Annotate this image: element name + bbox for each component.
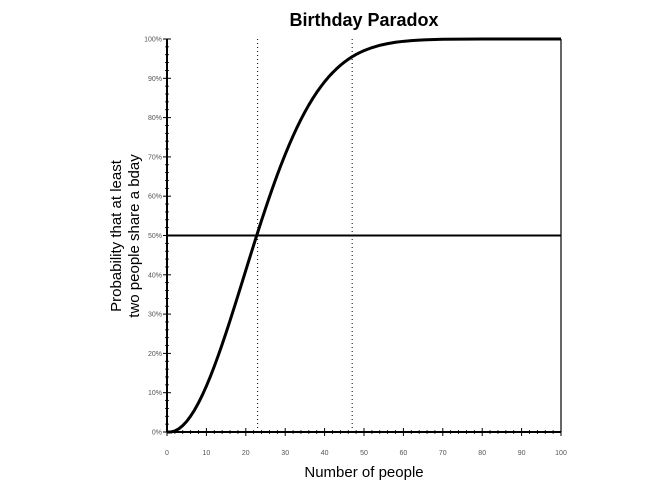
y-tick-label: 50% xyxy=(148,233,162,240)
x-tick-label: 40 xyxy=(321,450,329,457)
y-tick-label: 10% xyxy=(148,390,162,397)
x-tick-label: 10 xyxy=(203,450,211,457)
x-tick-label: 50 xyxy=(360,450,368,457)
y-tick-label: 0% xyxy=(152,430,162,437)
y-tick-label: 20% xyxy=(148,351,162,358)
y-tick-label: 60% xyxy=(148,194,162,201)
y-axis-label-line-2: two people share a bday xyxy=(126,154,143,318)
y-tick-label: 40% xyxy=(148,272,162,279)
y-tick-label: 30% xyxy=(148,312,162,319)
x-axis-ticks: 0 10 20 30 40 50 60 70 80 90 100 xyxy=(165,428,567,457)
y-axis-label-group: Probability that at least two people sha… xyxy=(108,154,143,318)
series-group xyxy=(167,37,561,434)
chart-title: Birthday Paradox xyxy=(289,10,438,30)
x-tick-label: 100 xyxy=(555,450,567,457)
y-tick-label: 70% xyxy=(148,154,162,161)
y-tick-label: 80% xyxy=(148,115,162,122)
series-line-1 xyxy=(167,37,561,434)
x-tick-label: 20 xyxy=(242,450,250,457)
y-axis-ticks: 0% 10% 20% 30% 40% 50% 60% 70% 80% 90% 100% xyxy=(144,37,171,437)
x-tick-label: 30 xyxy=(281,450,289,457)
x-tick-label: 0 xyxy=(165,450,169,457)
x-axis-label: Number of people xyxy=(304,464,423,480)
y-tick-label: 90% xyxy=(148,76,162,83)
x-tick-label: 70 xyxy=(439,450,447,457)
reference-lines xyxy=(167,39,561,432)
y-tick-label: 100% xyxy=(144,37,162,44)
x-tick-label: 80 xyxy=(478,450,486,457)
y-axis-label-line-1: Probability that at least xyxy=(108,159,125,312)
x-tick-label: 60 xyxy=(400,450,408,457)
x-tick-label: 90 xyxy=(518,450,526,457)
